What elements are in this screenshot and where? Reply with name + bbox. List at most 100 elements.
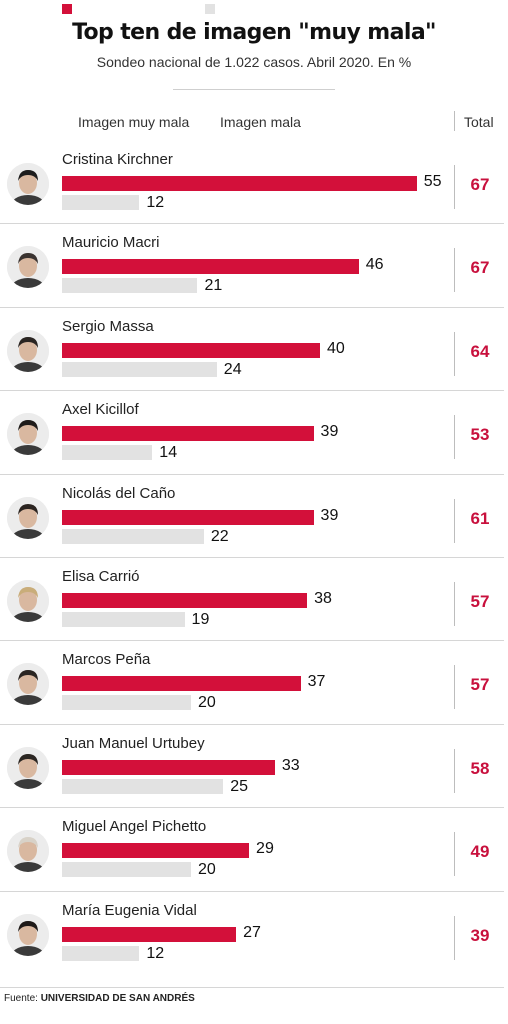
total-value: 67 [470,258,490,278]
value-label-mala: 20 [198,861,216,879]
row-divider [0,723,504,725]
source-name: UNIVERSIDAD DE SAN ANDRÉS [40,993,195,1004]
row-divider [0,640,504,642]
category-label: María Eugenia Vidal [62,901,197,919]
avatar [7,496,49,539]
value-label-muy-mala: 29 [256,840,274,858]
chart-row: Sergio Massa 40 24 64 [0,306,508,391]
bar-mala [62,778,224,794]
chart-row: Elisa Carrió 38 19 57 [0,557,508,641]
bar-muy-mala [62,759,275,775]
avatar [7,329,49,372]
total-divider [454,915,455,960]
bar-muy-mala [62,676,301,692]
avatar [7,746,49,789]
row-divider [0,223,504,225]
total-value: 57 [470,592,490,611]
category-label: Elisa Carrió [62,568,140,585]
total-header-divider [454,111,455,131]
avatar [7,413,49,456]
total-value: 57 [470,675,490,695]
avatar [7,580,49,622]
chart-subtitle: Sondeo nacional de 1.022 casos. Abril 20… [96,54,412,70]
source-prefix: Fuente: [4,993,38,1004]
value-label-mala: 19 [191,611,210,628]
chart-row: Axel Kicillof 39 14 53 [0,390,508,474]
value-label-mala: 21 [204,277,223,295]
value-label-mala: 12 [146,194,165,211]
chart-row: Mauricio Macri 46 21 67 [0,223,508,307]
value-label-muy-mala: 40 [327,339,345,357]
bar-mala [62,528,204,544]
category-label: Cristina Kirchner [62,151,173,168]
total-divider [454,665,455,710]
chart-row: Nicolás del Caño 39 22 61 [0,473,508,558]
total-value: 61 [470,508,490,528]
bar-muy-mala [62,593,308,608]
row-divider [0,557,504,558]
bar-muy-mala [62,926,237,942]
avatar [7,163,49,205]
avatar [7,663,49,706]
total-header: Total [464,114,494,130]
total-divider [454,832,455,877]
bar-muy-mala [62,843,250,859]
row-divider [0,390,504,392]
value-label-muy-mala: 39 [320,423,339,441]
value-label-mala: 22 [210,527,229,545]
source-note: Fuente: UNIVERSIDAD DE SAN ANDRÉS [4,993,195,1004]
value-label-muy-mala: 39 [320,506,339,524]
chart-row: María Eugenia Vidal 27 12 39 [0,890,508,975]
value-label-mala: 12 [146,944,165,962]
value-label-muy-mala: 46 [365,256,384,274]
bar-mala [62,278,198,294]
bar-muy-mala [62,509,314,525]
chart-title: Top ten de imagen "muy mala" [72,20,436,45]
avatar [7,830,49,873]
total-value: 39 [470,925,490,945]
bar-mala [62,445,153,461]
row-divider [0,473,504,475]
legend-swatch-main [62,4,72,14]
total-value: 58 [470,758,490,778]
total-divider [454,415,455,460]
bar-muy-mala [62,426,314,442]
row-divider [0,306,504,308]
value-label-muy-mala: 33 [281,756,300,774]
legend-swatch-secondary [205,4,215,14]
category-label: Mauricio Macri [62,234,160,252]
bar-muy-mala [62,176,417,191]
bar-mala [62,612,185,627]
value-label-mala: 24 [223,360,242,378]
row-divider [0,890,504,892]
value-label-mala: 14 [159,444,178,462]
title-divider [173,89,335,90]
value-label-mala: 20 [198,694,216,712]
legend-label-main: Imagen muy mala [78,114,190,130]
total-divider [454,248,455,293]
total-divider [454,748,455,793]
total-divider [454,498,455,543]
bar-mala [62,945,140,961]
category-label: Juan Manuel Urtubey [62,734,205,752]
bottom-divider [0,987,504,988]
total-value: 67 [470,175,490,194]
bar-muy-mala [62,259,359,275]
row-divider [0,807,504,809]
total-divider [454,582,455,626]
chart-row: Miguel Angel Pichetto 29 20 49 [0,807,508,891]
total-value: 53 [470,425,490,445]
category-label: Sergio Massa [62,317,154,335]
legend-label-secondary: Imagen mala [220,114,301,130]
bar-mala [62,862,191,878]
bar-mala [62,695,191,711]
category-label: Nicolás del Caño [62,484,176,502]
total-divider [454,331,455,376]
total-value: 49 [470,842,490,862]
bar-mala [62,195,140,210]
bar-mala [62,361,217,377]
value-label-muy-mala: 27 [243,923,261,941]
bar-muy-mala [62,342,320,358]
category-label: Axel Kicillof [62,401,139,419]
chart-row: Cristina Kirchner 55 12 67 [0,140,508,224]
